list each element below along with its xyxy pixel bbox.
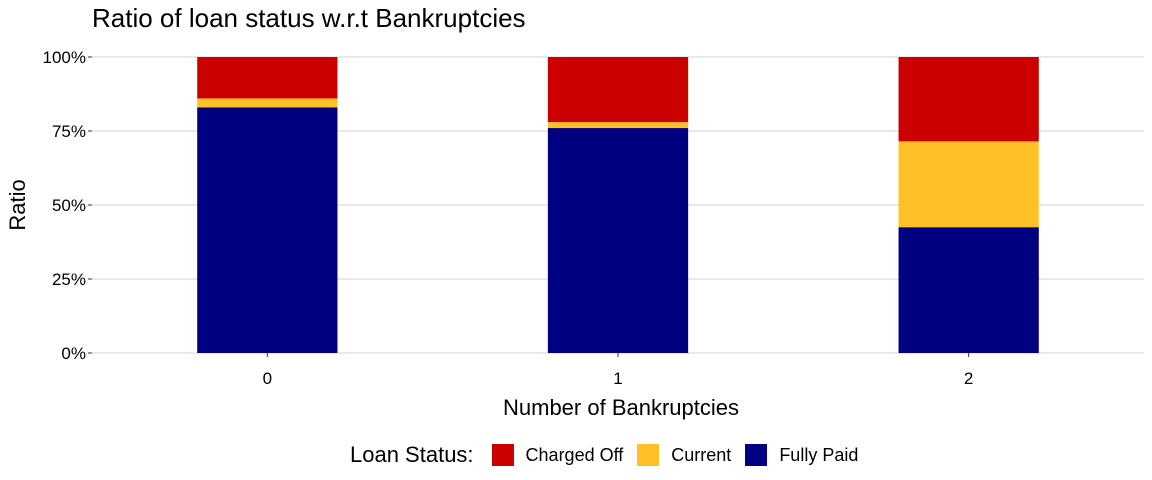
chart-title: Ratio of loan status w.r.t Bankruptcies (92, 3, 526, 33)
bar-segment-charged-off (197, 57, 338, 99)
bar-segment-fully-paid (547, 128, 689, 353)
bar-segment-fully-paid (197, 107, 338, 353)
legend-item: Current (637, 444, 731, 466)
x-axis-label: Number of Bankruptcies (503, 395, 739, 420)
y-axis-label: Ratio (5, 179, 30, 230)
legend-swatch (491, 444, 514, 466)
y-axis: 0% 25% 50% 75% 100% (43, 48, 92, 363)
legend-label: Fully Paid (779, 444, 859, 465)
legend-swatch (637, 444, 660, 466)
stacked-bar-chart: 0% 25% 50% 75% 100% 0 1 2 Number of Bankruptci… (5, 48, 1144, 420)
legend-items: Charged Off Current Fully Paid (491, 444, 873, 466)
bar-segment-charged-off (898, 57, 1039, 142)
y-tick-label: 50% (52, 196, 86, 215)
legend-item: Charged Off (491, 444, 624, 466)
y-tick-label: 0% (61, 344, 86, 363)
x-tick-label: 2 (964, 369, 973, 388)
bar-segment-current (547, 122, 689, 129)
legend-swatch (745, 444, 768, 466)
legend: Loan Status: Charged Off Current Fully Pai… (350, 440, 872, 470)
x-tick-label: 0 (263, 369, 272, 388)
y-tick-label: 100% (43, 48, 86, 67)
y-tick-label: 25% (52, 270, 86, 289)
x-axis: 0 1 2 (263, 353, 973, 388)
y-tick-label: 75% (52, 122, 86, 141)
legend-label: Charged Off (525, 444, 624, 465)
bar-segment-current (898, 141, 1039, 228)
bar-stacks (197, 57, 1039, 353)
bar-segment-fully-paid (898, 227, 1039, 353)
legend-item: Fully Paid (745, 444, 858, 466)
bar-segment-charged-off (547, 57, 689, 123)
legend-label: Current (671, 444, 732, 465)
x-tick-label: 1 (613, 369, 622, 388)
legend-title: Loan Status: (350, 442, 474, 467)
bar-segment-current (197, 98, 338, 108)
